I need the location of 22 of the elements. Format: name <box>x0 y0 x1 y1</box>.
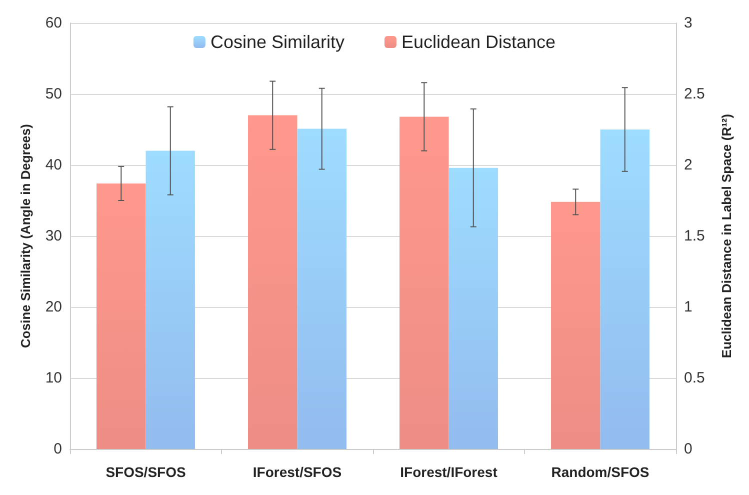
y-tick-label: 30 <box>45 228 62 244</box>
y2-tick-label: 2 <box>684 156 692 174</box>
y2-tick-label: 0 <box>684 440 692 458</box>
y-tick-label: 60 <box>45 14 62 32</box>
y-axis-title: Cosine Similarity (Angle in Degrees) <box>18 124 33 348</box>
y2-tick-label: 1 <box>684 298 692 316</box>
y2-axis-title: Euclidean Distance in Label Space (R¹²) <box>719 114 734 358</box>
y-tick-label: 50 <box>45 86 62 102</box>
x-tick-label: IForest/IForest <box>400 464 498 480</box>
y2-tick-label: 3 <box>684 14 692 32</box>
x-tick-label: Random/SFOS <box>551 464 650 480</box>
y-tick-label: 20 <box>45 298 62 316</box>
y-tick-label: 10 <box>45 370 62 386</box>
y-tick-label: 0 <box>54 440 62 458</box>
legend-label: Cosine Similarity <box>210 32 344 52</box>
legend-label: Euclidean Distance <box>401 32 556 52</box>
y-tick-label: 40 <box>45 156 62 174</box>
x-tick-label: IForest/SFOS <box>252 464 342 480</box>
y2-tick-label: 2.5 <box>684 86 705 102</box>
x-tick-label: SFOS/SFOS <box>106 464 186 480</box>
y2-tick-label: 1.5 <box>684 228 705 244</box>
y2-tick-label: 0.5 <box>684 370 705 386</box>
